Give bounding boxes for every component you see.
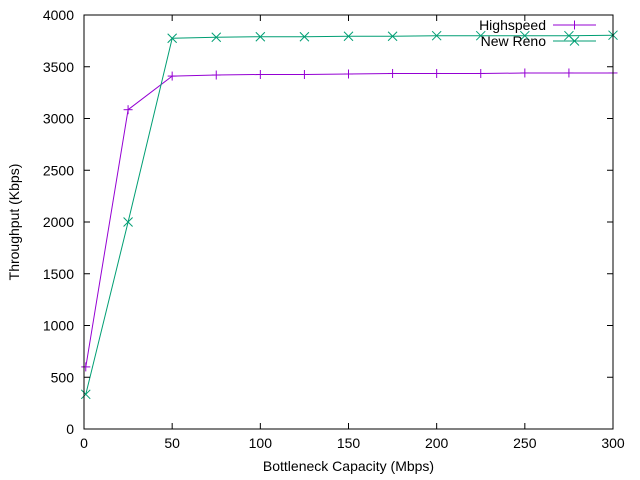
series-highspeed [81, 68, 618, 372]
y-axis-label: Throughput (Kbps) [6, 164, 22, 281]
marker-new-reno-d2 [123, 217, 133, 227]
series-line-highspeed [85, 72, 613, 367]
marker-new-reno-d2 [211, 32, 222, 43]
y-tick-label: 3000 [43, 111, 74, 127]
data-point-highspeed [123, 105, 133, 115]
data-point-new-reno [387, 31, 398, 42]
legend-label-highspeed: Highspeed [479, 17, 546, 33]
legend-marker-new-reno-d2 [569, 36, 580, 46]
series-layer [80, 30, 618, 400]
data-point-highspeed [255, 70, 265, 80]
data-point-new-reno [167, 33, 178, 44]
data-point-new-reno [519, 30, 530, 41]
legend-entry-new-reno: New Reno [481, 33, 596, 49]
data-point-highspeed [299, 70, 309, 80]
series-line-new-reno [85, 34, 614, 395]
y-tick-label: 500 [51, 369, 75, 385]
x-tick-label: 250 [513, 435, 537, 451]
marker-new-reno-d2 [519, 30, 530, 41]
data-point-highspeed [476, 68, 486, 78]
y-tick-label: 2500 [43, 162, 74, 178]
y-tick-label: 1000 [43, 318, 74, 334]
data-point-new-reno [211, 32, 222, 43]
x-tick-label: 200 [425, 435, 449, 451]
data-point-new-reno [431, 30, 442, 41]
x-tick-label: 150 [337, 435, 361, 451]
x-tick-label: 50 [164, 435, 180, 451]
x-tick-label: 0 [80, 435, 88, 451]
data-point-highspeed [167, 71, 177, 81]
y-tick-label: 4000 [43, 7, 74, 23]
data-point-highspeed [432, 68, 442, 78]
legend-entry-highspeed: Highspeed [479, 17, 596, 33]
plot-frame [83, 14, 614, 430]
x-tick-label: 300 [601, 435, 625, 451]
data-point-highspeed [344, 69, 353, 79]
marker-new-reno-d2 [431, 30, 442, 41]
data-point-new-reno [255, 31, 266, 42]
ticks-layer: 0 500 1000 1500 2000 2500 3000 3500 4000 0 50 100 15… [43, 7, 625, 451]
y-tick-label: 2000 [43, 214, 74, 230]
marker-new-reno-d2 [343, 31, 354, 42]
marker-new-reno-d2 [475, 30, 486, 41]
y-tick-label: 0 [66, 421, 74, 437]
x-tick-label: 100 [249, 435, 273, 451]
legend-label-new-reno: New Reno [481, 33, 547, 49]
data-point-highspeed [564, 68, 574, 78]
marker-new-reno-d2 [564, 30, 574, 41]
data-point-new-reno [343, 31, 354, 42]
data-point-new-reno [123, 217, 133, 227]
marker-new-reno-d2 [80, 389, 91, 400]
data-point-new-reno [299, 31, 310, 42]
data-point-highspeed [520, 68, 530, 78]
marker-new-reno-d2 [299, 31, 310, 42]
y-tick-label: 3500 [43, 59, 74, 75]
y-tick-label: 1500 [43, 266, 74, 282]
data-point-highspeed [388, 68, 398, 78]
marker-new-reno-d2 [255, 31, 266, 42]
data-point-highspeed [211, 70, 221, 80]
data-point-highspeed [81, 362, 91, 372]
data-point-new-reno [475, 30, 486, 41]
x-axis-label: Bottleneck Capacity (Mbps) [263, 458, 434, 474]
marker-new-reno-d2 [167, 33, 178, 44]
marker-new-reno-d2 [387, 31, 398, 42]
data-point-new-reno [80, 389, 91, 400]
series-new-reno [80, 30, 618, 400]
